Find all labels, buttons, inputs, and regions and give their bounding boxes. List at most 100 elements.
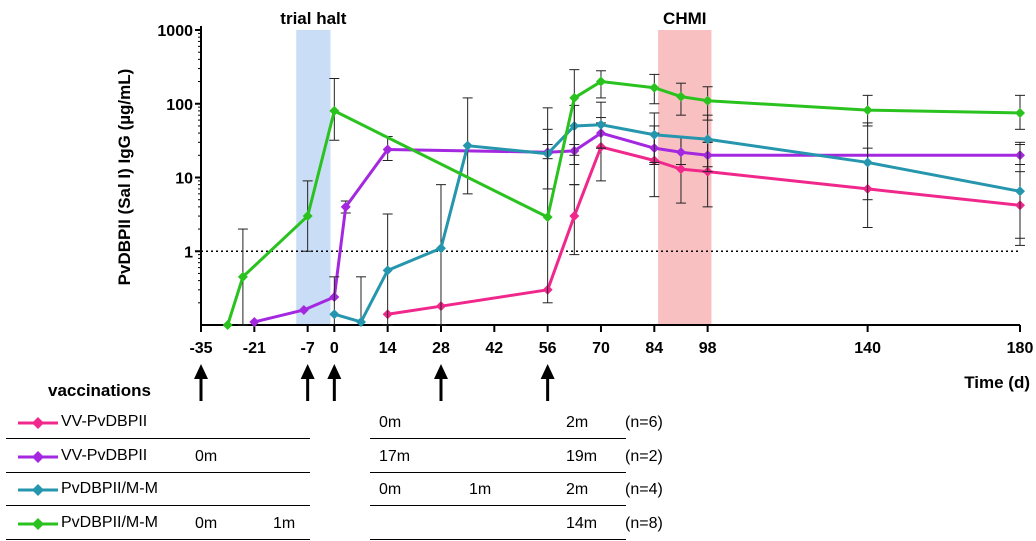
series-3	[222, 69, 1025, 330]
data-point	[435, 243, 446, 254]
x-tick-label: 28	[432, 340, 450, 357]
legend-marker	[18, 451, 58, 463]
data-point	[298, 304, 309, 315]
legend-marker-diamond	[32, 451, 44, 463]
legend-timepoint: 14m	[566, 515, 598, 532]
legend-timepoint: 2m	[566, 414, 589, 431]
data-point	[702, 95, 713, 106]
x-tick-label: 70	[592, 340, 610, 357]
x-tick-label: -35	[189, 340, 212, 357]
legend-row: PvDBPII/M-M 0m 1m 14m (n=8)	[0, 510, 700, 540]
legend-series-name: PvDBPII/M-M	[61, 514, 158, 531]
x-tick-label: 180	[1007, 340, 1034, 357]
vaccination-arrows	[194, 364, 555, 401]
data-point	[462, 140, 473, 151]
data-point	[222, 320, 233, 330]
legend-row: VV-PvDBPII 0m 17m 19m (n=2)	[0, 443, 700, 473]
y-tick-label: 10	[175, 171, 193, 188]
data-point	[382, 265, 393, 276]
legend-row-rule	[6, 472, 310, 473]
legend-marker	[18, 417, 58, 429]
legend-timepoint: 1m	[273, 515, 296, 532]
legend-count: (n=8)	[625, 515, 663, 532]
data-point	[355, 316, 366, 327]
shaded-region-label-1: CHMI	[663, 9, 706, 28]
x-tick-label: 98	[699, 340, 717, 357]
x-tick-label: -21	[243, 340, 266, 357]
data-point	[1015, 186, 1025, 197]
legend-row-rule	[6, 539, 310, 540]
series-line	[333, 123, 1021, 324]
series-line	[226, 80, 1021, 326]
data-point	[542, 212, 553, 223]
legend-timepoint: 17m	[379, 448, 411, 465]
x-tick-label: 42	[485, 340, 503, 357]
legend-timepoint: 0m	[195, 515, 218, 532]
data-point	[675, 91, 686, 102]
data-point	[675, 147, 686, 158]
series-line	[253, 131, 1020, 324]
legend-series-name: VV-PvDBPII	[61, 447, 148, 464]
legend-timepoint: 0m	[379, 414, 402, 431]
axes: 1 10 100 1000 -35 -21 -7 0 14 28 42 56 70 84 98 140 180	[157, 23, 1033, 357]
legend-timepoint: 19m	[566, 448, 598, 465]
data-point	[1015, 107, 1025, 118]
vaccinations-label: vaccinations	[48, 381, 151, 400]
legend-row-rule	[6, 505, 310, 506]
vaccination-arrow-head	[433, 364, 448, 379]
legend-timepoint: 2m	[566, 481, 589, 498]
legend-marker-diamond	[32, 484, 44, 496]
shaded-region-0	[296, 30, 331, 325]
data-point	[595, 76, 606, 87]
vaccination-arrow-head	[540, 364, 555, 379]
legend-series-name: VV-PvDBPII	[61, 413, 148, 430]
vaccination-arrow-head	[300, 364, 315, 379]
shaded-region-1	[658, 30, 712, 325]
data-point	[569, 211, 580, 222]
series-2	[329, 97, 1025, 327]
legend-count: (n=4)	[625, 481, 663, 498]
legend-marker-diamond	[32, 417, 44, 429]
series-1	[249, 117, 1025, 327]
x-tick-label: -7	[301, 340, 315, 357]
legend-row-rule	[370, 505, 626, 506]
y-axis-label: PvDBPII (Sal I) IgG (µg/mL)	[115, 69, 134, 286]
legend-timepoint: 0m	[195, 448, 218, 465]
data-point	[595, 119, 606, 130]
legend-marker-diamond	[32, 518, 44, 530]
legend-row-rule	[6, 438, 310, 439]
vaccination-arrow-head	[194, 364, 208, 379]
legend-count: (n=6)	[625, 414, 663, 431]
data-point	[649, 82, 660, 93]
legend-row: PvDBPII/M-M 0m 1m 2m (n=4)	[0, 476, 700, 506]
legend-count: (n=2)	[625, 448, 663, 465]
data-point	[302, 211, 313, 222]
y-tick-label: 1000	[157, 23, 193, 40]
y-tick-label: 1	[184, 244, 193, 261]
data-point	[249, 316, 260, 327]
data-point	[675, 164, 686, 175]
x-tick-label: 140	[854, 340, 881, 357]
data-point	[329, 309, 340, 320]
legend-row-rule	[370, 539, 626, 540]
series-group	[222, 69, 1025, 330]
x-tick-label: 14	[379, 340, 397, 357]
data-point	[340, 201, 351, 212]
legend-series-name: PvDBPII/M-M	[61, 480, 158, 497]
y-tick-label: 100	[166, 97, 193, 114]
data-point	[329, 105, 340, 116]
legend-marker	[18, 518, 58, 530]
legend-marker	[18, 484, 58, 496]
legend-timepoint: 0m	[379, 481, 402, 498]
legend-timepoint: 1m	[469, 481, 492, 498]
x-tick-label: 84	[645, 340, 663, 357]
data-point	[862, 157, 873, 168]
data-point	[382, 144, 393, 155]
legend-row-rule	[370, 438, 626, 439]
x-tick-label: 56	[539, 340, 557, 357]
data-point	[237, 271, 248, 282]
legend-row: VV-PvDBPII 0m 2m (n=6)	[0, 409, 700, 439]
data-point	[569, 92, 580, 103]
vaccination-arrow-head	[327, 364, 342, 379]
